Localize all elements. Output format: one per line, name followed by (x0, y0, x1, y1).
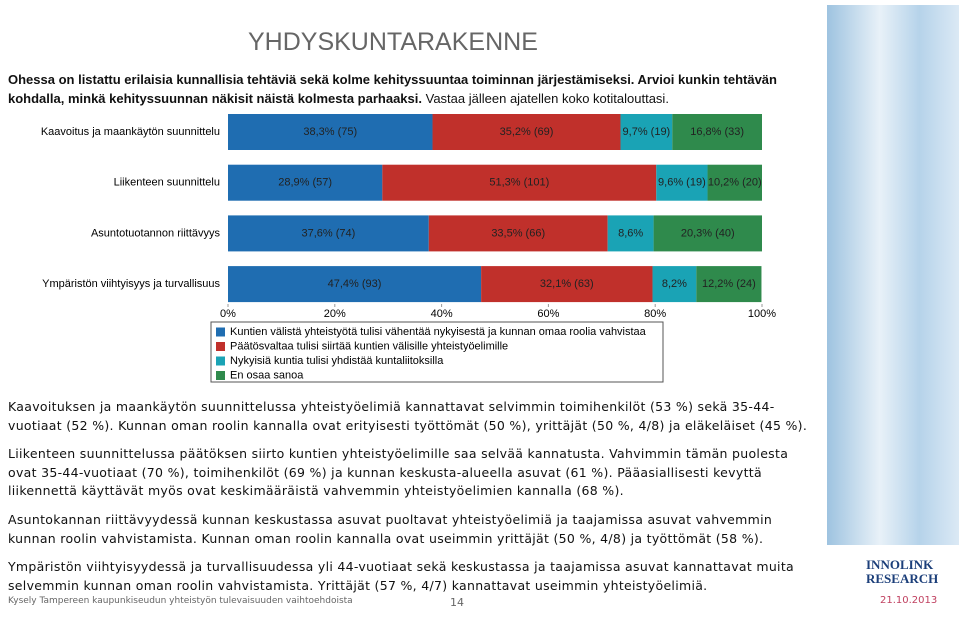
value-label: 33,5% (66) (491, 227, 545, 239)
bar-segment (672, 114, 762, 150)
legend-swatch (216, 356, 225, 366)
value-label: 12,2% (24) (702, 278, 756, 290)
legend-swatch (216, 371, 225, 380)
value-label: 9,6% (19) (658, 177, 706, 189)
value-label: 37,6% (74) (301, 227, 355, 239)
bar-segment (620, 114, 673, 150)
value-label: 8,6% (618, 227, 643, 239)
value-label: 28,9% (57) (278, 177, 332, 189)
value-label: 10,2% (20) (708, 177, 762, 189)
y-tick-label: Liikenteen suunnittelu (114, 177, 220, 189)
paragraph: Liikenteen suunnittelussa päätöksen siir… (8, 446, 789, 498)
legend-label: Nykyisiä kuntia tulisi yhdistää kuntalii… (230, 355, 444, 367)
x-tick-label: 100% (748, 308, 776, 320)
paragraph: Ympäristön viihtyisyydessä ja turvallisu… (8, 559, 794, 593)
bar-segment (653, 215, 762, 252)
bar-segment (228, 215, 429, 252)
x-tick-label: 80% (644, 308, 666, 320)
intro-bold: Ohessa on listattu erilaisia kunnallisia… (8, 72, 777, 106)
logo: INNOLINK RESEARCH (866, 558, 938, 586)
x-tick-label: 60% (537, 308, 559, 320)
value-label: 32,1% (63) (540, 278, 594, 290)
paragraph: Asuntokannan riittävyydessä kunnan kesku… (8, 512, 773, 546)
y-tick-label: Kaavoitus ja maankäytön suunnittelu (41, 126, 220, 138)
bar-segment (607, 215, 654, 252)
paragraph: Kaavoituksen ja maankäytön suunnitteluss… (8, 399, 808, 433)
logo-line: INNOLINK (866, 557, 934, 572)
legend-label: En osaa sanoa (230, 369, 304, 381)
intro: Ohessa on listattu erilaisia kunnallisia… (8, 70, 818, 108)
intro-normal: Vastaa jälleen ajatellen koko kotitalout… (425, 91, 669, 106)
chart: 0% 20% 40% 60% 80% 100% Kaavoitus ja maankäytö… (41, 114, 776, 383)
bar-segment (481, 266, 653, 303)
bar-segment (228, 114, 433, 150)
page-number: 14 (450, 596, 464, 609)
footer: Kysely Tampereen kaupunkiseudun yhteisty… (8, 596, 353, 606)
bar-segment (652, 266, 697, 303)
date: 21.10.2013 (880, 595, 938, 606)
slide-title: YHDYSKUNTARAKENNE (248, 28, 538, 56)
bar-segment (228, 164, 383, 201)
x-tick-label: 20% (324, 308, 346, 320)
bar-segment (656, 164, 708, 201)
value-label: 9,7% (19) (623, 126, 671, 138)
side-image (827, 5, 959, 545)
y-tick-label: Asuntotuotannon riittävyys (91, 227, 221, 239)
bar-segment (696, 266, 762, 303)
y-tick-label: Ympäristön viihtyisyys ja turvallisuus (42, 278, 220, 290)
bar-segment (228, 266, 482, 303)
bar-segment (428, 215, 608, 252)
legend-box (210, 321, 664, 383)
x-tick-label: 0% (220, 308, 236, 320)
legend-label: Päätösvaltaa tulisi siirtää kuntien väli… (230, 340, 508, 352)
logo-line: RESEARCH (866, 571, 939, 586)
value-label: 38,3% (75) (303, 126, 357, 138)
value-label: 35,2% (69) (500, 126, 554, 138)
bar-segment (707, 164, 762, 201)
x-tick-label: 40% (431, 308, 453, 320)
legend-label: Kuntien välistä yhteistyötä tulisi vähen… (230, 326, 647, 338)
bar-segment (432, 114, 621, 150)
legend-swatch (216, 342, 225, 351)
bar-segment (382, 164, 657, 201)
legend-swatch (216, 327, 225, 337)
value-label: 16,8% (33) (690, 126, 744, 138)
value-label: 51,3% (101) (489, 177, 549, 189)
value-label: 8,2% (662, 278, 687, 290)
value-label: 20,3% (40) (681, 227, 735, 239)
value-label: 47,4% (93) (328, 278, 382, 290)
